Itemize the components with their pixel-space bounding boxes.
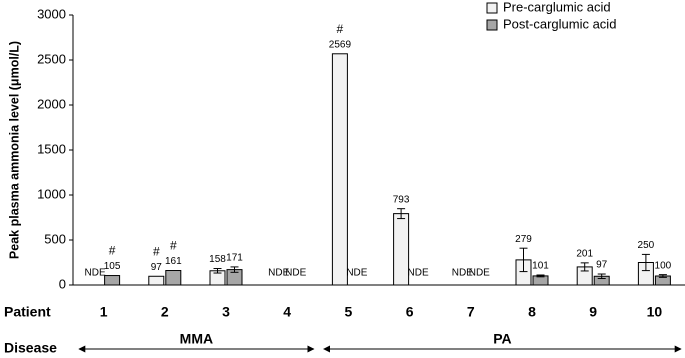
legend-swatch bbox=[486, 19, 498, 31]
significance-flag: # bbox=[337, 22, 344, 36]
y-tick-label: 1500 bbox=[37, 141, 66, 156]
value-label: 171 bbox=[226, 253, 243, 264]
y-tick-label: 0 bbox=[59, 276, 66, 291]
patient-label: 3 bbox=[222, 304, 230, 320]
disease-label: MMA bbox=[180, 331, 213, 347]
nde-label: NDE bbox=[452, 268, 473, 279]
legend-label: Post-carglumic acid bbox=[503, 16, 616, 31]
bar bbox=[104, 275, 121, 286]
value-label: 97 bbox=[596, 260, 608, 271]
nde-label: NDE bbox=[346, 268, 367, 279]
value-label: 105 bbox=[104, 261, 121, 272]
patient-label: 8 bbox=[528, 304, 536, 320]
legend-label: Pre-carglumic acid bbox=[503, 0, 611, 14]
nde-label: NDE bbox=[85, 268, 106, 279]
significance-flag: # bbox=[109, 244, 116, 258]
y-tick-label: 2500 bbox=[37, 51, 66, 66]
value-label: 100 bbox=[655, 260, 672, 271]
nde-label: NDE bbox=[285, 268, 306, 279]
nde-label: NDE bbox=[268, 268, 289, 279]
significance-flag: # bbox=[170, 239, 177, 253]
nde-label: NDE bbox=[408, 268, 429, 279]
patient-row-label: Patient bbox=[4, 304, 51, 320]
bar bbox=[393, 213, 410, 286]
patient-label: 9 bbox=[589, 304, 597, 320]
value-label: 158 bbox=[209, 254, 226, 265]
value-label: 161 bbox=[165, 256, 182, 267]
patient-label: 10 bbox=[647, 304, 663, 320]
patient-label: 1 bbox=[100, 304, 108, 320]
patient-label: 6 bbox=[406, 304, 414, 320]
disease-label: PA bbox=[493, 331, 511, 347]
disease-row-label: Disease bbox=[4, 340, 57, 356]
value-label: 793 bbox=[393, 194, 410, 205]
significance-flag: # bbox=[153, 244, 160, 258]
patient-label: 5 bbox=[345, 304, 353, 320]
patient-label: 7 bbox=[467, 304, 475, 320]
patient-label: 4 bbox=[283, 304, 291, 320]
value-label: 2569 bbox=[329, 39, 352, 50]
legend-swatch bbox=[486, 2, 498, 14]
y-tick-label: 3000 bbox=[37, 6, 66, 21]
value-label: 250 bbox=[638, 240, 655, 251]
value-label: 201 bbox=[576, 249, 593, 260]
y-tick-label: 1000 bbox=[37, 186, 66, 201]
y-tick-label: 2000 bbox=[37, 96, 66, 111]
value-label: 97 bbox=[151, 262, 163, 273]
bar bbox=[165, 270, 182, 286]
y-tick-label: 500 bbox=[44, 231, 66, 246]
value-label: 279 bbox=[515, 234, 532, 245]
bar bbox=[331, 53, 348, 286]
nde-label: NDE bbox=[469, 268, 490, 279]
patient-label: 2 bbox=[161, 304, 169, 320]
value-label: 101 bbox=[532, 261, 549, 272]
bar bbox=[148, 275, 165, 286]
y-axis-label: Peak plasma ammonia level (μmol/L) bbox=[7, 41, 21, 259]
